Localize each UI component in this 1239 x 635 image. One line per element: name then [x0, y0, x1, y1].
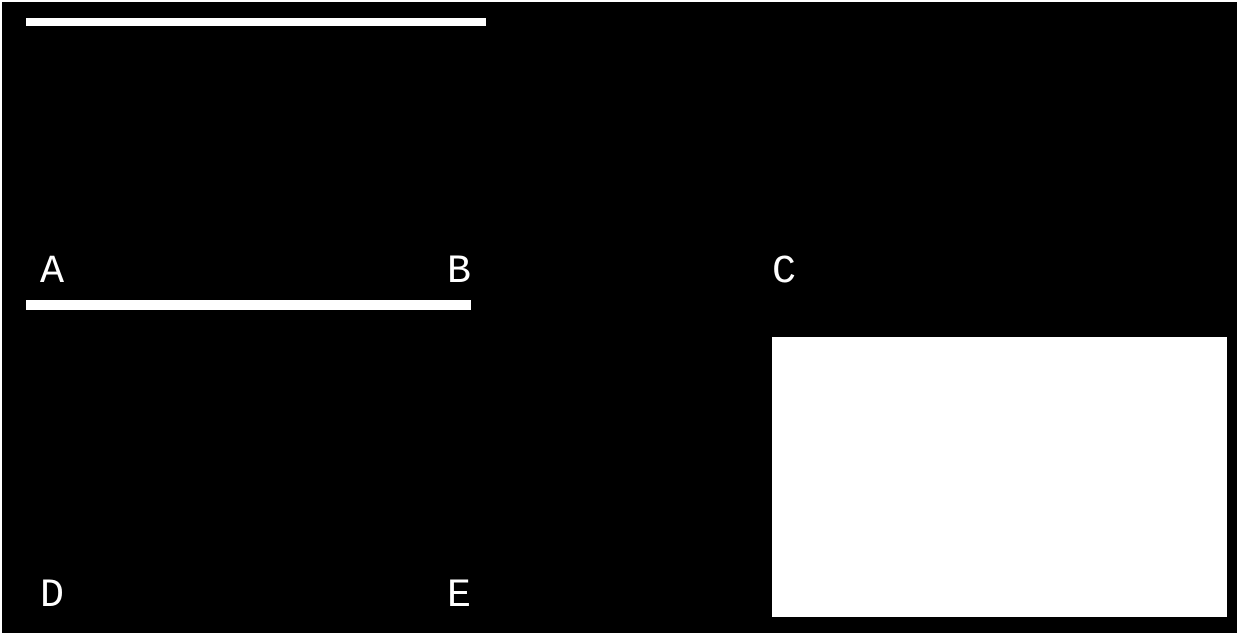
mid-line — [26, 300, 471, 310]
diagram-canvas: A B C D E — [0, 0, 1239, 635]
top-line — [26, 18, 486, 26]
cell-a-label: A — [40, 253, 64, 293]
cell-d-label: D — [40, 577, 64, 617]
cell-e-label: E — [447, 577, 471, 617]
bottom-right-fill — [772, 337, 1227, 617]
cell-b-label: B — [447, 253, 471, 293]
cell-c-label: C — [772, 253, 796, 293]
